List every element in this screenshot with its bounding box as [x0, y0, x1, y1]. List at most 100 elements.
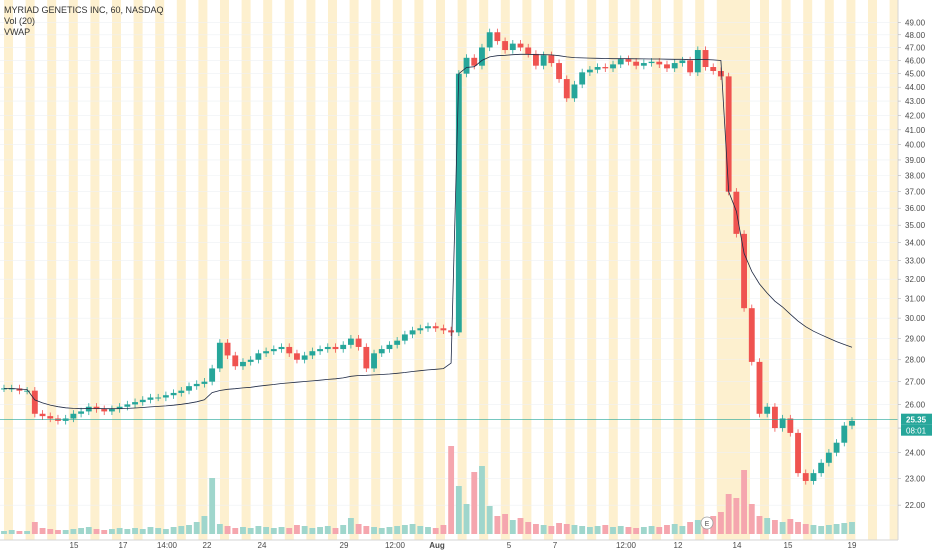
session-band	[198, 0, 208, 540]
candle-body	[802, 473, 809, 481]
candle-body	[741, 233, 748, 309]
candle-body	[432, 326, 439, 329]
volume-bar	[825, 525, 832, 534]
y-axis-panel	[898, 0, 932, 540]
session-band	[868, 0, 877, 540]
candle-body	[108, 409, 115, 412]
candle-body	[270, 349, 277, 352]
candle-body	[509, 43, 516, 51]
candle-body	[247, 359, 254, 362]
candle-body	[679, 60, 686, 64]
session-band	[133, 0, 143, 540]
session-band	[349, 0, 359, 540]
symbol-title: MYRIAD GENETICS INC, 60, NASDAQ	[4, 5, 164, 15]
volume-bar	[324, 526, 331, 534]
candle-body	[648, 61, 655, 64]
session-band	[803, 0, 813, 540]
candle-body	[39, 413, 46, 417]
candle-body	[795, 432, 801, 474]
volume-bar	[648, 526, 655, 534]
session-bands	[4, 0, 899, 540]
volume-bar	[687, 522, 694, 534]
candle-body	[294, 353, 300, 360]
volume-bar	[85, 527, 92, 534]
y-tick-label: 45.00	[905, 70, 926, 79]
volume-bar	[255, 526, 262, 534]
volume-bar	[394, 526, 401, 534]
volume-bar	[294, 525, 300, 534]
candle-body	[694, 50, 701, 73]
y-tick-label: 49.00	[905, 18, 926, 27]
y-tick-label: 28.00	[905, 356, 926, 365]
volume-bars	[1, 446, 855, 534]
volume-bar	[525, 522, 532, 534]
volume-bar	[62, 530, 69, 534]
candle-body	[656, 61, 663, 65]
volume-bar	[186, 525, 192, 534]
session-band	[176, 0, 186, 540]
volume-bar	[633, 528, 640, 534]
volume-bar	[556, 523, 562, 534]
volume-bar	[463, 504, 470, 534]
y-tick-label: 42.00	[905, 111, 926, 120]
volume-bar	[162, 529, 169, 534]
volume-bar	[278, 527, 285, 534]
candle-body	[563, 79, 570, 99]
volume-bar	[664, 525, 670, 534]
earnings-marker-label: E	[705, 521, 710, 528]
candle-body	[494, 32, 501, 42]
volume-bar	[224, 526, 231, 534]
volume-bar	[347, 518, 354, 534]
volume-bar	[741, 470, 748, 534]
y-tick-label: 24.00	[905, 449, 926, 458]
candle-body	[240, 361, 246, 367]
candle-body	[186, 386, 192, 391]
candle-body	[748, 308, 755, 362]
y-tick-label: 30.00	[905, 314, 926, 323]
y-tick-label: 32.00	[905, 275, 926, 284]
x-tick-label: 5	[507, 541, 512, 550]
volume-bar	[679, 526, 686, 534]
candle-body	[756, 361, 763, 414]
volume-bar	[718, 512, 724, 534]
candle-body	[209, 368, 216, 382]
x-tick-label: 7	[553, 541, 558, 550]
candle-body	[355, 338, 362, 347]
volume-bar	[24, 531, 31, 534]
candle-body	[263, 351, 270, 354]
volume-bar	[625, 527, 632, 534]
volume-bar	[116, 528, 123, 534]
session-band	[306, 0, 316, 540]
candle-body	[85, 406, 92, 412]
candle-body	[532, 53, 539, 66]
volume-bar	[47, 529, 54, 534]
candle-body	[787, 418, 794, 433]
candle-body	[255, 353, 262, 360]
volume-bar	[8, 530, 15, 534]
x-tick-label: 22	[203, 541, 212, 550]
session-band	[587, 0, 597, 540]
candle-body	[363, 346, 370, 369]
session-band	[673, 0, 683, 540]
candle-body	[486, 32, 493, 48]
volume-bar	[201, 516, 208, 534]
x-tick-label: 12:00	[385, 541, 406, 550]
candle-body	[78, 411, 85, 414]
session-band	[457, 0, 467, 540]
x-tick-label: Aug	[429, 541, 445, 550]
x-tick-label: 14:00	[157, 541, 178, 550]
volume-bar	[108, 529, 115, 534]
chart-legend: MYRIAD GENETICS INC, 60, NASDAQ Vol (20)…	[4, 5, 164, 38]
candle-body	[93, 406, 100, 410]
volume-bar	[833, 524, 840, 534]
grid-lines	[0, 22, 898, 506]
volume-bar	[756, 516, 763, 534]
volume-indicator-label: Vol (20)	[4, 16, 36, 26]
candle-body	[124, 404, 131, 407]
volume-bar	[1, 531, 7, 534]
candle-body	[401, 334, 408, 341]
volume-bar	[502, 514, 509, 534]
volume-bar	[401, 525, 408, 534]
